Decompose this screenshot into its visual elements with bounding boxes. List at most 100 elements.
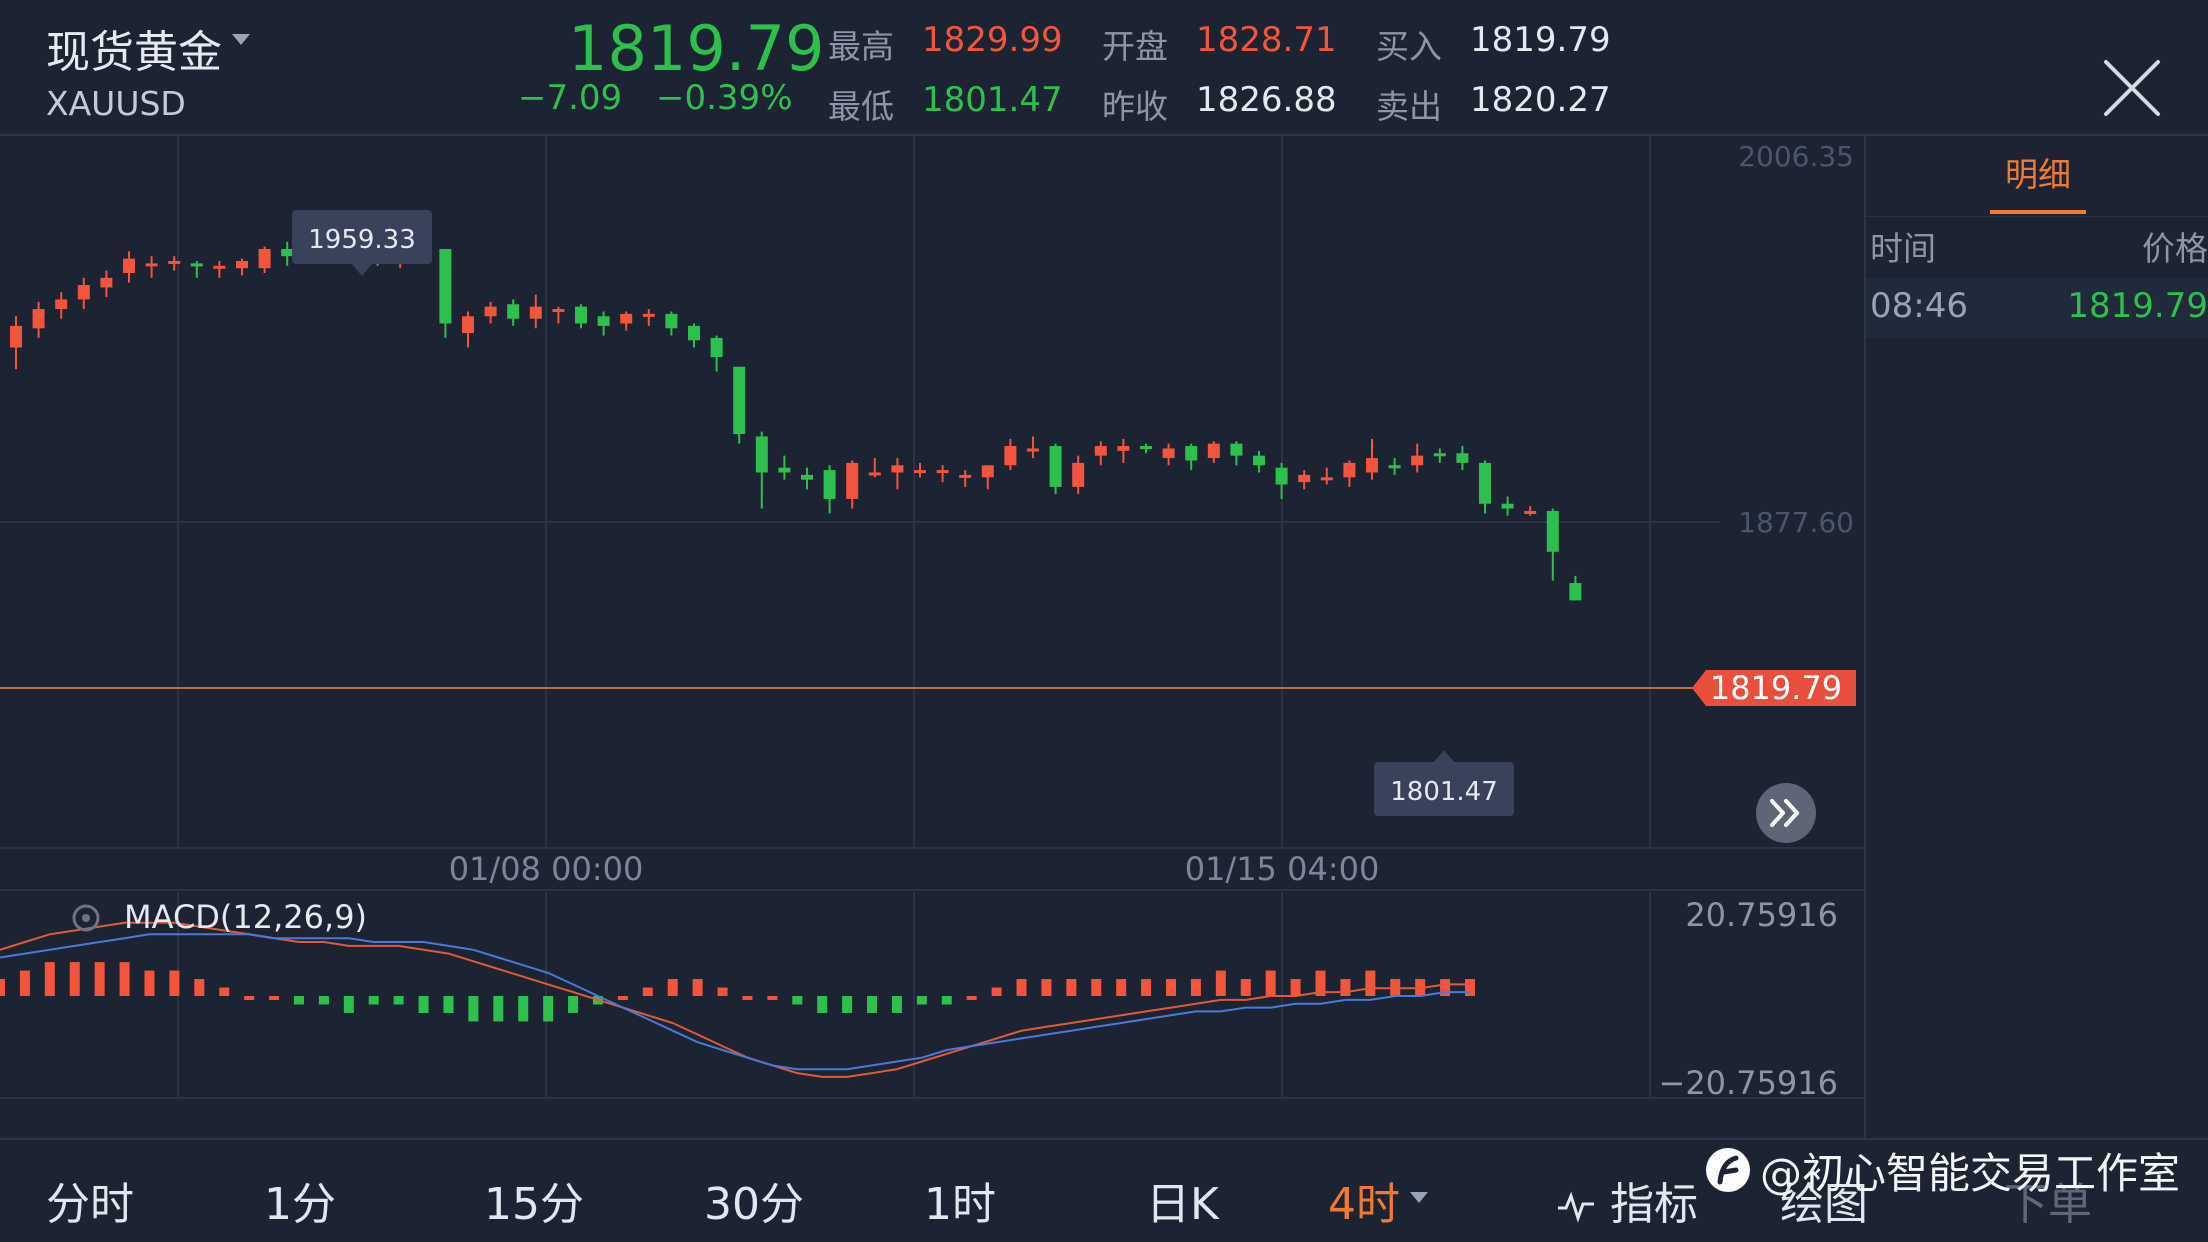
candle-body bbox=[1004, 446, 1017, 466]
macd-axis-top: 20.75916 bbox=[1685, 896, 1838, 934]
candle-body bbox=[462, 316, 474, 334]
open-value: 1828.71 bbox=[1196, 20, 1337, 60]
candle-body bbox=[123, 258, 135, 274]
macd-bar bbox=[169, 970, 180, 996]
macd-dea-line bbox=[0, 933, 1470, 1071]
macd-bar bbox=[19, 970, 30, 996]
macd-bar bbox=[941, 996, 952, 1005]
macd-title: MACD(12,26,9) bbox=[124, 898, 367, 936]
candle-body bbox=[1072, 462, 1085, 487]
timeframe-30min[interactable]: 30分 bbox=[704, 1179, 804, 1230]
column-header-time: 时间 bbox=[1870, 229, 1936, 268]
prev-close-value: 1826.88 bbox=[1196, 80, 1337, 120]
candle-body bbox=[1456, 453, 1469, 463]
ask-value: 1820.27 bbox=[1470, 80, 1611, 120]
macd-bar bbox=[1141, 979, 1152, 996]
candle-body bbox=[1501, 503, 1514, 509]
candle-body bbox=[688, 325, 700, 341]
tab-detail[interactable]: 明细 bbox=[2005, 155, 2071, 194]
candle-body bbox=[1253, 455, 1265, 466]
ask-label: 卖出 bbox=[1376, 87, 1442, 126]
candle-body bbox=[914, 470, 926, 474]
macd-bar bbox=[1190, 979, 1201, 996]
macd-bar bbox=[244, 996, 255, 1000]
macd-bar bbox=[617, 996, 628, 1000]
symbol-dropdown-icon[interactable] bbox=[232, 34, 250, 45]
macd-bar bbox=[293, 996, 304, 1005]
candle-body bbox=[1343, 462, 1356, 478]
x-axis-label: 01/15 04:00 bbox=[1185, 850, 1380, 888]
candle-body bbox=[846, 462, 859, 499]
macd-bar bbox=[767, 996, 778, 1000]
symbol-name[interactable]: 现货黄金 bbox=[46, 27, 222, 78]
macd-histogram bbox=[0, 962, 1475, 1022]
macd-bar bbox=[1091, 979, 1102, 996]
timeframe-tick[interactable]: 分时 bbox=[46, 1179, 134, 1230]
macd-bar bbox=[966, 996, 977, 1000]
order-button[interactable]: 下单 bbox=[2004, 1168, 2092, 1232]
candle-body bbox=[1388, 465, 1401, 469]
macd-bar bbox=[343, 996, 354, 1013]
macd-bar bbox=[269, 996, 280, 1000]
draw-label: 绘图 bbox=[1780, 1179, 1868, 1230]
macd-settings-icon[interactable] bbox=[72, 904, 100, 932]
indicator-button[interactable]: 指标 bbox=[1556, 1168, 1698, 1232]
macd-bar bbox=[642, 987, 653, 996]
timeframe-1h[interactable]: 1时 bbox=[924, 1179, 996, 1230]
timeframe-1min[interactable]: 1分 bbox=[264, 1179, 336, 1230]
candle-body bbox=[1140, 446, 1152, 450]
timeframe-dropdown-icon[interactable] bbox=[1410, 1192, 1428, 1203]
bid-label: 买入 bbox=[1376, 27, 1442, 66]
candle-body bbox=[529, 306, 542, 319]
scroll-latest-button[interactable] bbox=[1756, 783, 1816, 843]
macd-bar bbox=[1166, 979, 1177, 996]
candle-body bbox=[552, 309, 565, 313]
macd-bar bbox=[867, 996, 878, 1013]
candle-body bbox=[507, 304, 520, 319]
close-icon[interactable] bbox=[2100, 56, 2164, 120]
macd-bar bbox=[1465, 979, 1475, 996]
macd-bar bbox=[119, 962, 130, 996]
low-marker: 1801.47 bbox=[1374, 750, 1514, 816]
header-divider bbox=[0, 134, 2208, 136]
candle-body bbox=[1230, 443, 1243, 456]
timeframe-4h[interactable]: 4时 bbox=[1328, 1179, 1400, 1230]
candle-body bbox=[1027, 448, 1039, 452]
candle-body bbox=[236, 260, 248, 269]
pulse-icon bbox=[1558, 1191, 1594, 1223]
high-marker-text: 1959.33 bbox=[308, 225, 416, 255]
panel-divider bbox=[1866, 216, 2208, 217]
low-marker-text: 1801.47 bbox=[1390, 777, 1498, 807]
macd-bar bbox=[1365, 970, 1376, 996]
candle-body bbox=[32, 309, 45, 329]
y-axis-mid: 1877.60 bbox=[1738, 506, 1854, 539]
candle-body bbox=[642, 313, 655, 317]
candle-body bbox=[1094, 446, 1107, 456]
column-header-price: 价格 bbox=[2142, 229, 2208, 268]
candle-body bbox=[1411, 455, 1424, 466]
candle-body bbox=[1546, 510, 1559, 552]
draw-button[interactable]: 绘图 bbox=[1780, 1168, 1868, 1232]
macd-bar bbox=[518, 996, 529, 1022]
macd-bar bbox=[1315, 970, 1326, 996]
timeframe-daily[interactable]: 日K bbox=[1146, 1179, 1219, 1230]
timeframe-15min[interactable]: 15分 bbox=[484, 1179, 584, 1230]
low-label: 最低 bbox=[828, 87, 894, 126]
candle-body bbox=[1320, 477, 1333, 481]
candle-body bbox=[55, 299, 68, 310]
high-value: 1829.99 bbox=[922, 20, 1063, 60]
macd-bar bbox=[568, 996, 579, 1013]
macd-bar bbox=[368, 996, 379, 1005]
macd-bar bbox=[792, 996, 803, 1005]
candle-body bbox=[1433, 453, 1446, 457]
double-chevron-right-icon bbox=[1770, 799, 1799, 827]
candle-body bbox=[213, 265, 226, 269]
watermark-logo-icon bbox=[1706, 1148, 1750, 1192]
prev-close-label: 昨收 bbox=[1102, 87, 1168, 126]
candle-body bbox=[1524, 510, 1537, 514]
candle-body bbox=[1049, 446, 1062, 487]
candle-body bbox=[1207, 443, 1220, 459]
macd-bar bbox=[692, 979, 703, 996]
kline-chart[interactable]: 2006.35 1877.60 1819.79 1959.33 1801.47 … bbox=[0, 136, 1864, 1138]
macd-bar bbox=[1290, 979, 1301, 996]
